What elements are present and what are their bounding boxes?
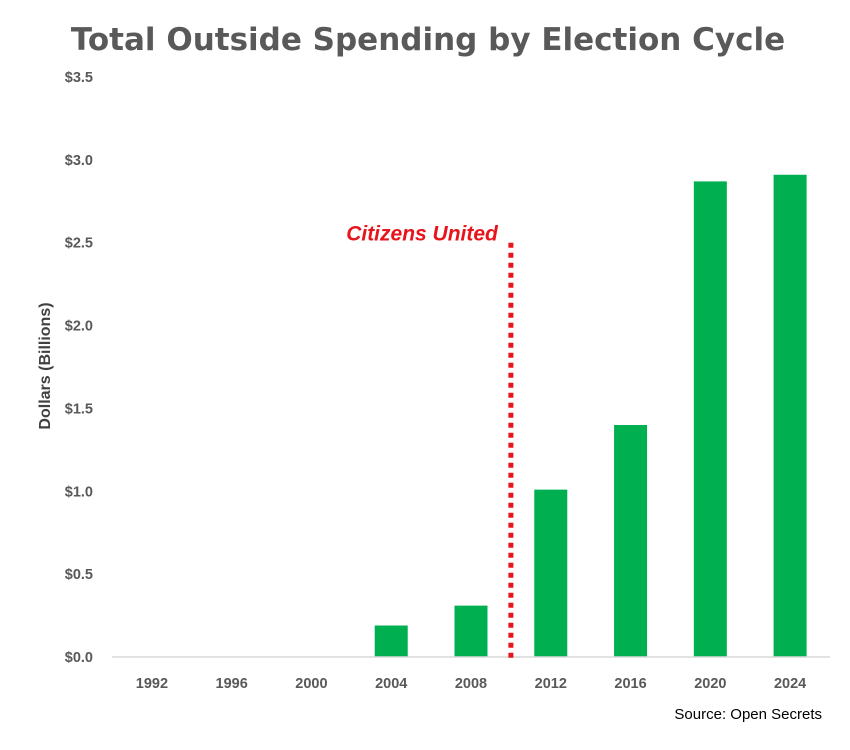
source-note: Source: Open Secrets: [674, 706, 822, 723]
x-tick-label: 2024: [774, 676, 806, 692]
y-tick-label: $2.0: [65, 319, 93, 335]
y-tick-label: $2.5: [65, 236, 93, 252]
x-tick-label: 2008: [455, 676, 487, 692]
y-tick-label: $1.5: [65, 401, 93, 417]
y-tick-label: $1.0: [65, 484, 93, 500]
bar-2004: [374, 625, 408, 657]
y-tick-label: $0.0: [65, 650, 93, 666]
x-axis-ticks: 1992 1996 2000 2004 2008 2012 2016 2020 2024: [136, 676, 806, 692]
x-tick-label: 2020: [694, 676, 726, 692]
x-tick-label: 2000: [295, 676, 327, 692]
x-tick-label: 2016: [614, 676, 646, 692]
bar-2020: [693, 181, 727, 657]
bar-2012: [534, 489, 568, 657]
bars: [374, 174, 807, 657]
y-tick-label: $3.5: [65, 70, 93, 86]
y-axis-ticks: $0.0 $0.5 $1.0 $1.5 $2.0 $2.5 $3.0 $3.5: [65, 70, 93, 666]
x-tick-label: 1992: [136, 676, 168, 692]
x-tick-label: 2012: [535, 676, 567, 692]
bar-2008: [454, 605, 488, 657]
y-tick-label: $0.5: [65, 567, 93, 583]
x-tick-label: 2004: [375, 676, 407, 692]
chart-title: Total Outside Spending by Election Cycle: [71, 22, 785, 58]
x-tick-label: 1996: [216, 676, 248, 692]
bar-2016: [614, 425, 648, 657]
citizens-united-annotation: Citizens United: [346, 223, 499, 246]
bar-2024: [773, 174, 807, 657]
y-tick-label: $3.0: [65, 153, 93, 169]
y-axis-label: Dollars (Billions): [37, 302, 54, 429]
